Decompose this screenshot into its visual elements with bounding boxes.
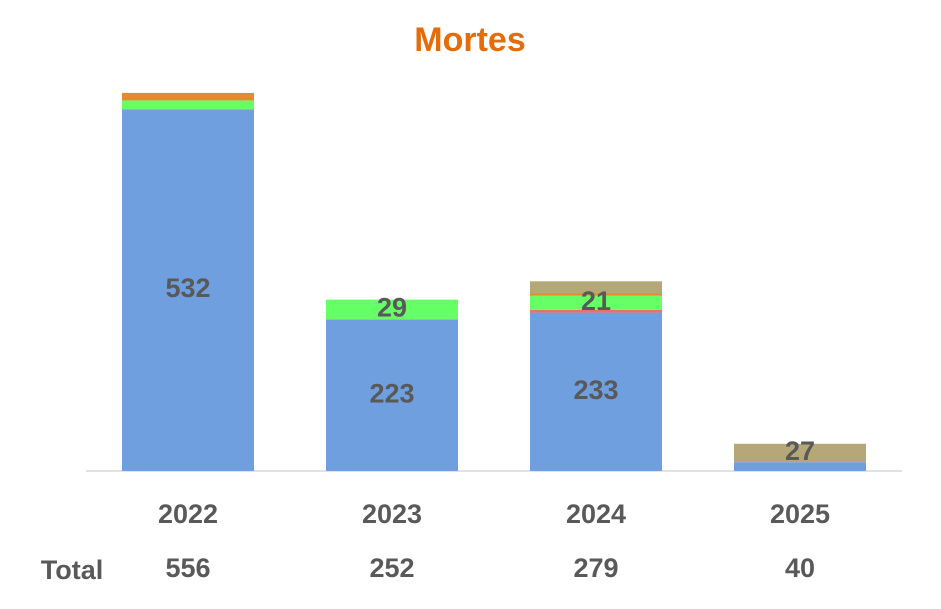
- chart-title: Mortes: [414, 21, 525, 59]
- bar-segment: [530, 295, 662, 310]
- bar-segment: [734, 462, 866, 471]
- data-label: 233: [573, 375, 618, 405]
- data-label: 21: [581, 286, 611, 316]
- total-value: 556: [165, 553, 210, 583]
- total-value: 279: [573, 553, 618, 583]
- bar-segment: [734, 443, 866, 463]
- total-value: 40: [785, 553, 815, 583]
- totals-label: Total: [41, 555, 104, 585]
- bar-segment: [530, 312, 662, 471]
- bar-segment: [326, 299, 458, 320]
- data-label: 29: [377, 293, 407, 323]
- bar-segment: [122, 100, 254, 110]
- bar-segment: [326, 319, 458, 471]
- bar-segment: [122, 92, 254, 101]
- x-tick-label: 2024: [566, 499, 626, 529]
- bar-segment: [530, 281, 662, 294]
- data-label: 27: [785, 436, 815, 466]
- x-tick-label: 2025: [770, 499, 830, 529]
- data-label: 223: [369, 378, 414, 408]
- bar-segment: [530, 309, 662, 313]
- bar-segment: [530, 293, 662, 296]
- data-label: 532: [165, 273, 210, 303]
- x-tick-label: 2023: [362, 499, 422, 529]
- bar-segment: [122, 109, 254, 472]
- total-value: 252: [369, 553, 414, 583]
- x-tick-label: 2022: [158, 499, 218, 529]
